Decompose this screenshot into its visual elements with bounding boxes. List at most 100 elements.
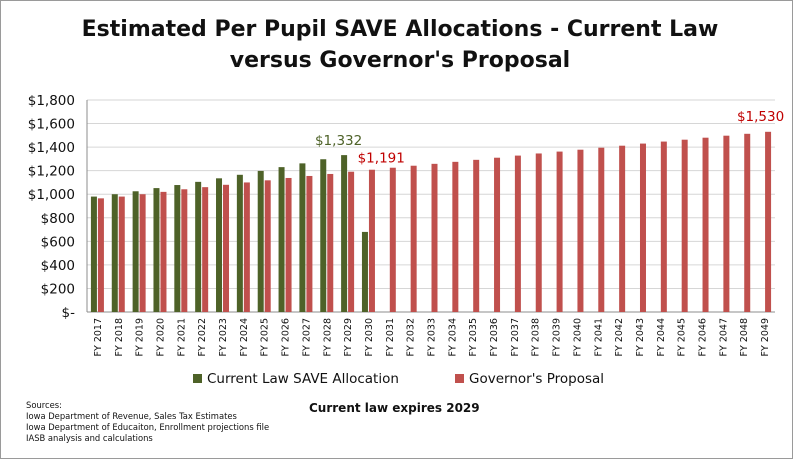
- bar-current-law: [257, 170, 264, 312]
- chart-title: Estimated Per Pupil SAVE Allocations - C…: [81, 17, 719, 73]
- y-tick-label: $1,200: [28, 164, 75, 180]
- x-tick-label: FY 2031: [385, 318, 396, 356]
- x-tick-label: FY 2018: [114, 318, 125, 356]
- data-label: $1,191: [358, 151, 405, 167]
- x-tick-label: FY 2039: [552, 318, 563, 356]
- bar-governors-proposal: [306, 175, 313, 312]
- bar-governors-proposal: [348, 171, 355, 312]
- source-line: IASB analysis and calculations: [26, 433, 153, 443]
- bar-governors-proposal: [181, 189, 188, 312]
- x-tick-label: FY 2040: [572, 318, 583, 356]
- y-tick-label: $1,800: [28, 93, 75, 109]
- x-tick-label: FY 2017: [93, 318, 104, 356]
- y-tick-label: $200: [41, 281, 75, 297]
- bar-governors-proposal: [118, 196, 125, 312]
- x-tick-label: FY 2046: [698, 318, 709, 356]
- y-tick-label: $1,400: [28, 140, 75, 156]
- bar-governors-proposal: [202, 187, 209, 312]
- bar-governors-proposal: [744, 133, 751, 312]
- x-tick-label: FY 2049: [760, 318, 771, 356]
- bar-governors-proposal: [494, 157, 501, 312]
- x-tick-label: FY 2036: [489, 318, 500, 356]
- bar-current-law: [174, 185, 181, 312]
- bar-governors-proposal: [765, 131, 772, 312]
- x-tick-label: FY 2025: [260, 318, 271, 356]
- bar-governors-proposal: [264, 180, 271, 312]
- x-tick-label: FY 2038: [531, 318, 542, 356]
- bar-governors-proposal: [285, 177, 292, 312]
- bar-governors-proposal: [535, 153, 542, 312]
- bar-current-law: [132, 191, 139, 312]
- x-tick-label: FY 2023: [218, 318, 229, 356]
- bar-current-law: [153, 188, 160, 312]
- bar-governors-proposal: [660, 141, 667, 312]
- bar-current-law: [320, 159, 327, 312]
- data-label: $1,332: [315, 133, 362, 149]
- y-tick-label: $600: [41, 234, 75, 250]
- x-tick-label: FY 2027: [301, 318, 312, 356]
- x-tick-label: FY 2037: [510, 318, 521, 356]
- x-tick-label: FY 2022: [197, 318, 208, 356]
- bar-governors-proposal: [598, 147, 605, 312]
- legend: Current Law SAVE Allocation Governor's Pr…: [193, 371, 604, 387]
- bar-governors-proposal: [243, 182, 250, 312]
- bar-governors-proposal: [410, 165, 417, 312]
- x-tick-label: FY 2020: [155, 318, 166, 356]
- bar-governors-proposal: [389, 167, 396, 312]
- bar-governors-proposal: [702, 137, 709, 312]
- y-tick-label: $800: [41, 211, 75, 227]
- footnote: Current law expires 2029: [309, 401, 480, 415]
- x-tick-label: FY 2045: [677, 318, 688, 356]
- y-tick-label: $1,600: [28, 117, 75, 133]
- bar-current-law: [90, 196, 97, 312]
- bar-governors-proposal: [368, 169, 375, 312]
- bar-current-law: [341, 155, 348, 312]
- y-tick-label: $-: [62, 305, 76, 321]
- bar-governors-proposal: [431, 163, 438, 312]
- bar-governors-proposal: [681, 139, 688, 312]
- x-tick-label: FY 2019: [135, 318, 146, 356]
- bar-governors-proposal: [514, 155, 521, 312]
- bar-current-law: [361, 231, 368, 312]
- bar-current-law: [216, 178, 223, 312]
- x-tick-label: FY 2030: [364, 318, 375, 356]
- x-tick-label: FY 2044: [656, 318, 667, 356]
- bars: [90, 131, 772, 312]
- gridlines: [87, 99, 775, 313]
- y-tick-label: $400: [41, 258, 75, 274]
- bar-current-law: [278, 167, 285, 312]
- bar-governors-proposal: [577, 149, 584, 312]
- bar-governors-proposal: [223, 184, 230, 312]
- x-tick-label: FY 2047: [718, 318, 729, 356]
- source-line: Iowa Department of Educaiton, Enrollment…: [26, 422, 270, 432]
- x-tick-label: FY 2024: [239, 318, 250, 356]
- bar-current-law: [236, 174, 243, 312]
- x-tick-label: FY 2034: [447, 318, 458, 356]
- bar-governors-proposal: [97, 198, 104, 312]
- bar-governors-proposal: [619, 145, 626, 312]
- sources: Sources: Iowa Department of Revenue, Sal…: [26, 400, 269, 444]
- x-axis: FY 2017 FY 2018 FY 2019 FY 2020 FY 2021 FY 20…: [93, 318, 771, 356]
- bar-governors-proposal: [556, 151, 563, 312]
- x-tick-label: FY 2033: [427, 318, 438, 356]
- legend-label: Current Law SAVE Allocation: [207, 371, 399, 387]
- x-tick-label: FY 2042: [614, 318, 625, 356]
- x-tick-label: FY 2021: [176, 318, 187, 356]
- bar-governors-proposal: [639, 143, 646, 312]
- x-tick-label: FY 2048: [739, 318, 750, 356]
- bar-governors-proposal: [160, 191, 167, 312]
- legend-swatch-governors-proposal: [455, 374, 464, 383]
- x-tick-label: FY 2035: [468, 318, 479, 356]
- data-labels: $1,332 $1,191 $1,530: [315, 109, 784, 167]
- x-tick-label: FY 2041: [593, 318, 604, 356]
- x-tick-label: FY 2029: [343, 318, 354, 356]
- x-tick-label: FY 2026: [281, 318, 292, 356]
- legend-label: Governor's Proposal: [469, 371, 604, 387]
- x-tick-label: FY 2043: [635, 318, 646, 356]
- bar-governors-proposal: [327, 173, 334, 312]
- x-tick-label: FY 2028: [322, 318, 333, 356]
- bar-current-law: [111, 194, 118, 312]
- x-tick-label: FY 2032: [406, 318, 417, 356]
